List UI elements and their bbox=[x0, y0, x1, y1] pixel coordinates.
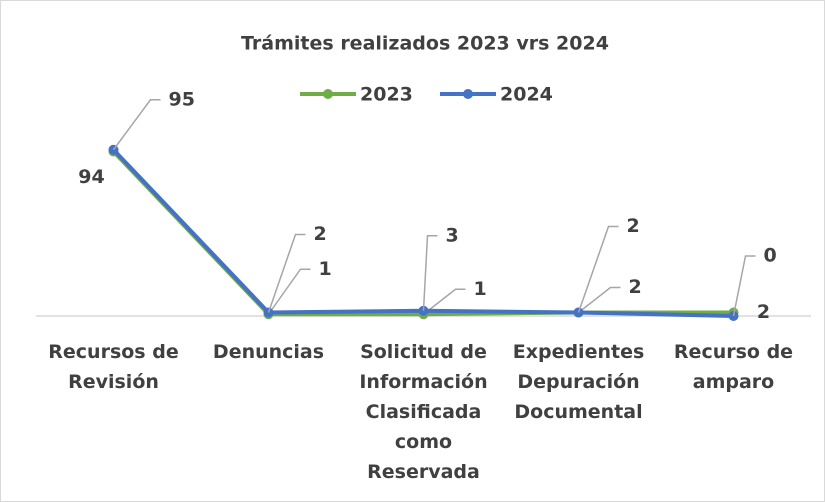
x-tick-label: Recursos de Revisión bbox=[48, 341, 178, 393]
legend-marker bbox=[323, 89, 333, 99]
x-tick-label: Solicitud de Información Clasificada como Re… bbox=[359, 341, 487, 483]
data-label: 1 bbox=[319, 258, 332, 280]
legend-marker bbox=[463, 89, 473, 99]
chart-title: Trámites realizados 2023 vrs 2024 bbox=[241, 33, 609, 55]
legend-label: 2024 bbox=[500, 84, 553, 106]
data-label: 2 bbox=[627, 215, 640, 237]
leader-line bbox=[267, 233, 306, 313]
leader-line bbox=[267, 268, 311, 315]
x-tick-label: Denuncias bbox=[213, 341, 324, 363]
data-label: 94 bbox=[78, 166, 104, 188]
data-label: 2 bbox=[629, 276, 642, 298]
data-label: 3 bbox=[446, 224, 459, 246]
x-tick-label: Expedientes Depuración Documental bbox=[513, 341, 645, 423]
leader-line bbox=[422, 235, 438, 311]
leader-line bbox=[577, 225, 619, 313]
data-label: 2 bbox=[757, 301, 770, 323]
leader-line bbox=[423, 288, 466, 315]
leader-line bbox=[732, 255, 756, 317]
data-label: 1 bbox=[474, 278, 487, 300]
x-tick-label: Recurso de amparo bbox=[674, 341, 793, 393]
legend-label: 2023 bbox=[360, 84, 413, 106]
data-label: 95 bbox=[169, 88, 195, 110]
leader-line bbox=[578, 286, 621, 314]
data-label: 0 bbox=[764, 245, 777, 267]
leader-line bbox=[112, 99, 161, 151]
data-label: 2 bbox=[314, 223, 327, 245]
